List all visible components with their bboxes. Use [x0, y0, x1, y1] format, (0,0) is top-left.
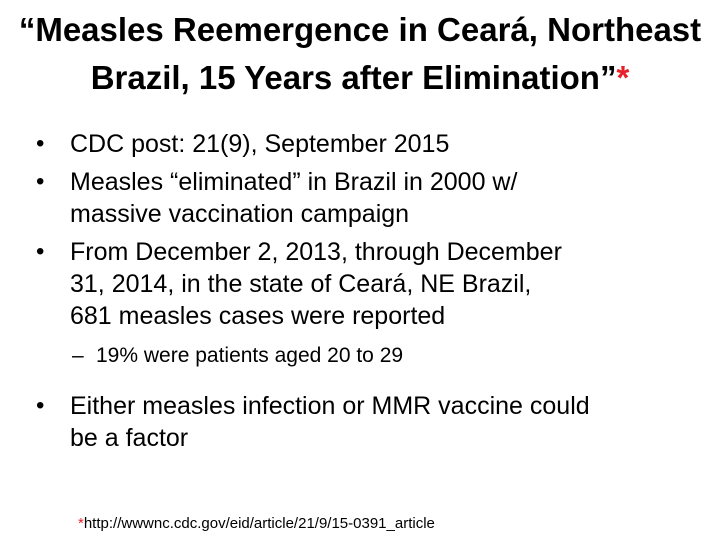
slide-title: “Measles Reemergence in Ceará, Northeast…	[0, 6, 720, 102]
bullet-line: 681 measles cases were reported	[70, 302, 446, 330]
bullet-marker: •	[36, 392, 45, 419]
bullet-item: • From December 2, 2013, through Decembe…	[36, 236, 716, 332]
bullet-marker: •	[36, 130, 45, 157]
sub-bullet-text: 19% were patients aged 20 to 29	[96, 344, 404, 367]
bullet-item: • Either measles infection or MMR vaccin…	[36, 390, 716, 454]
bullet-item: • Measles “eliminated” in Brazil in 2000…	[36, 166, 716, 230]
sub-bullet-item: – 19% were patients aged 20 to 29	[36, 342, 716, 370]
bullet-line: Measles “eliminated” in Brazil in 2000 w…	[70, 168, 518, 196]
footnote: *http://wwwnc.cdc.gov/eid/article/21/9/1…	[78, 514, 435, 534]
bullet-line: massive vaccination campaign	[70, 200, 410, 228]
bullet-line: CDC post: 21(9), September 2015	[70, 130, 450, 158]
bullet-line: 31, 2014, in the state of Ceará, NE Braz…	[70, 270, 532, 298]
bullet-item: • CDC post: 21(9), September 2015	[36, 128, 716, 160]
bullet-line: From December 2, 2013, through December	[70, 238, 562, 266]
bullet-marker: •	[36, 238, 45, 265]
title-line-2: Brazil, 15 Years after Elimination”*	[0, 54, 720, 102]
title-asterisk: *	[616, 59, 630, 96]
footnote-asterisk: *	[78, 515, 84, 532]
footnote-link[interactable]: http://wwwnc.cdc.gov/eid/article/21/9/15…	[83, 515, 435, 532]
bullet-line: Either measles infection or MMR vaccine …	[70, 392, 590, 420]
bullet-list: • CDC post: 21(9), September 2015 • Meas…	[36, 128, 716, 460]
bullet-marker: •	[36, 168, 45, 195]
bullet-line: be a factor	[70, 424, 189, 452]
title-line-1: “Measles Reemergence in Ceará, Northeast	[18, 11, 702, 48]
sub-bullet-marker: –	[72, 344, 84, 367]
title-line-2-text: Brazil, 15 Years after Elimination”	[90, 59, 617, 96]
